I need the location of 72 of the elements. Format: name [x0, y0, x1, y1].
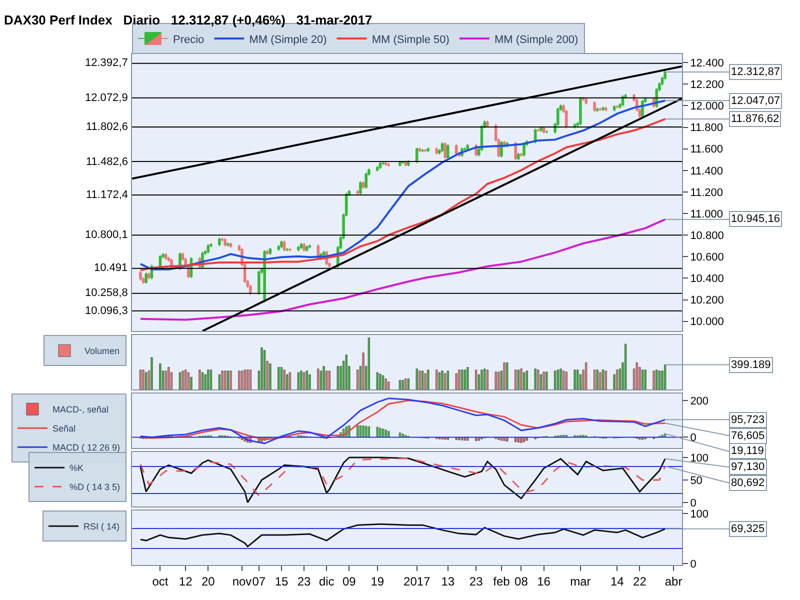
annotation: 10.945,16 [731, 213, 780, 225]
annotation: 399.189 [731, 359, 771, 371]
y-tick-label: 12.000 [690, 100, 724, 113]
x-tick-label: 13 [441, 574, 455, 588]
legend-label: %D ( 14 3 5) [70, 482, 120, 492]
ref-line-label: 11.802,6 [86, 121, 128, 133]
ref-line-label: 11.482,6 [86, 156, 128, 168]
y-tick-label: 10.600 [690, 251, 724, 264]
y-tick-label: 100 [690, 508, 709, 520]
legend-label: MACD ( 12 26 9) [52, 442, 120, 453]
x-tick-label: feb [493, 574, 510, 588]
x-tick-label: dic [318, 574, 334, 588]
chart-title: DAX30 Perf Index Diario 12.312,87 (+0,46%) 31-mar-2017 [4, 12, 372, 28]
y-tick-label: 0 [690, 497, 696, 510]
x-tick-label: 23 [297, 574, 312, 588]
legend-label: %K [70, 463, 84, 474]
y-tick-label: 11.600 [690, 144, 724, 156]
y-tick-label: 11.000 [690, 208, 724, 220]
x-tick-label: 2017 [404, 574, 431, 588]
x-tick-label: oct [152, 574, 169, 588]
x-tick-label: mar [570, 574, 591, 588]
ref-line-label: 10.800,1 [85, 229, 128, 241]
y-tick-label: 10.400 [690, 273, 724, 286]
x-tick-label: 12 [178, 574, 193, 588]
y-tick-label: 50 [690, 474, 702, 487]
annotation: 69,325 [731, 523, 765, 535]
annotation: 80,692 [731, 477, 765, 489]
annotation: 97,130 [731, 461, 765, 473]
annotation: 11.876,62 [731, 113, 780, 125]
annotation: 19,119 [731, 445, 764, 457]
y-tick-label: 200 [690, 395, 709, 408]
x-tick-label: 16 [537, 574, 551, 588]
annotation: 12.047,07 [731, 95, 780, 107]
y-tick-label: 12.200 [690, 79, 724, 92]
ref-line-label: 12.392,7 [85, 57, 128, 69]
x-tick-label: 20 [201, 574, 216, 588]
x-tick-label: abr [664, 574, 682, 588]
annotation: 12.312,87 [731, 66, 780, 78]
x-tick-label: 15 [274, 574, 288, 588]
ref-line-label: 11.172,4 [86, 189, 128, 201]
annotation: 95,723 [731, 414, 765, 426]
legend-label: Volumen [84, 346, 120, 356]
x-tick-label: 09 [342, 574, 356, 588]
y-tick-label: 10.800 [690, 230, 724, 242]
legend-label: MM (Simple 50) [372, 34, 450, 46]
legend-label: MM (Simple 200) [494, 34, 578, 46]
x-tick-label: 23 [469, 574, 484, 588]
x-tick-label: nov [232, 574, 252, 588]
legend-label: MM (Simple 20) [249, 34, 327, 46]
x-tick-label: 14 [610, 574, 624, 588]
legend-label: MACD-, señal [52, 404, 109, 415]
y-tick-label: 12.400 [690, 57, 724, 70]
legend-label: Señal [52, 424, 76, 434]
y-tick-label: 0 [690, 558, 696, 570]
x-tick-label: 08 [514, 574, 528, 588]
legend-label: RSI ( 14) [84, 522, 120, 532]
ref-line-label: 10.096,3 [85, 305, 128, 317]
y-tick-label: 10.200 [690, 294, 724, 307]
x-tick-label: 19 [370, 574, 384, 588]
legend-label: Precio [173, 34, 204, 46]
ref-line-label: 10.491 [94, 262, 128, 274]
x-tick-label: 22 [633, 574, 647, 588]
y-tick-label: 11.800 [690, 122, 724, 134]
y-tick-label: 11.200 [690, 186, 724, 199]
ref-line-label: 10.258,8 [85, 287, 128, 299]
ref-line-label: 12.072,9 [85, 92, 128, 104]
y-tick-label: 10.000 [690, 316, 724, 328]
y-tick-label: 0 [690, 432, 696, 444]
annotation: 76,605 [731, 430, 765, 442]
y-tick-label: 100 [690, 452, 709, 464]
y-tick-label: 11.400 [690, 165, 724, 178]
x-tick-label: 07 [252, 574, 266, 588]
